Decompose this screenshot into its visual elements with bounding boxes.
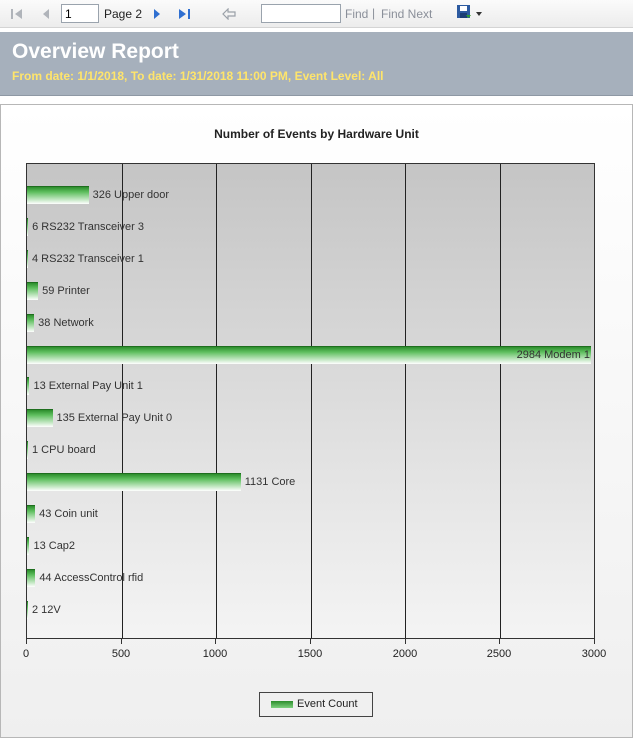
- x-tick-mark: [499, 639, 500, 644]
- report-toolbar: Page 2 Find | Find Next: [0, 0, 633, 28]
- chart-bar: [27, 505, 36, 523]
- find-text-input[interactable]: [261, 4, 341, 23]
- x-tick-label: 3000: [581, 648, 607, 660]
- chart-bar: [27, 441, 28, 460]
- previous-page-icon[interactable]: [38, 6, 54, 22]
- chart-bar: [27, 281, 39, 300]
- chart-plot-area: 326 Upper door 6 RS232 Transceiver 3 4 RS2…: [26, 163, 595, 639]
- bar-data-label: 59 Printer: [42, 284, 90, 297]
- bar-data-label: 13 External Pay Unit 1: [33, 380, 143, 393]
- bar-data-label: 44 AccessControl rfid: [39, 571, 144, 584]
- first-page-icon[interactable]: [9, 6, 25, 22]
- bar-data-label: 326 Upper door: [92, 189, 170, 201]
- page-label: Page 2: [104, 7, 143, 21]
- report-title: Overview Report: [12, 40, 179, 63]
- gridline: [405, 164, 406, 638]
- chart-bar: [27, 186, 89, 204]
- bar-data-label: 2984 Modem 1: [516, 348, 590, 361]
- report-subtitle: From date: 1/1/2018, To date: 1/31/2018 …: [12, 69, 384, 83]
- bar-data-label: 43 Coin unit: [39, 508, 98, 520]
- report-header: Overview Report From date: 1/1/2018, To …: [0, 32, 633, 96]
- x-tick-label: 0: [22, 648, 30, 660]
- back-to-parent-icon[interactable]: [221, 6, 237, 22]
- bar-data-label: 135 External Pay Unit 0: [56, 412, 173, 425]
- gridline: [500, 164, 501, 638]
- bar-data-label: 1 CPU board: [32, 444, 96, 457]
- chart-bar: [27, 568, 36, 587]
- gridline: [311, 164, 312, 638]
- x-tick-mark: [26, 639, 27, 644]
- bar-data-label: 2 12V: [32, 603, 61, 616]
- chart-bar: [27, 345, 591, 364]
- chart-bar: [27, 536, 30, 555]
- chart-legend: Event Count: [259, 692, 373, 717]
- export-save-icon[interactable]: [456, 4, 472, 20]
- x-tick-mark: [310, 639, 311, 644]
- x-tick-label: 1500: [297, 648, 323, 660]
- bar-data-label: 6 RS232 Transceiver 3: [32, 220, 145, 233]
- chart-bar: [27, 249, 28, 268]
- chart-title: Number of Events by Hardware Unit: [214, 127, 419, 141]
- chart-bar: [27, 600, 28, 619]
- x-tick-mark: [405, 639, 406, 644]
- find-separator: |: [372, 6, 376, 20]
- last-page-icon[interactable]: [176, 6, 192, 22]
- page-number-input[interactable]: [61, 4, 99, 23]
- bar-data-label: 38 Network: [38, 316, 94, 329]
- next-page-icon[interactable]: [149, 6, 165, 22]
- gridline: [122, 164, 123, 638]
- x-tick-label: 2000: [392, 648, 418, 660]
- legend-swatch: [271, 701, 293, 708]
- chart-bar: [27, 217, 29, 236]
- x-tick-mark: [121, 639, 122, 644]
- chart-bar: [27, 313, 35, 332]
- bar-data-label: 4 RS232 Transceiver 1: [32, 252, 144, 265]
- x-tick-mark: [215, 639, 216, 644]
- x-tick-mark: [594, 639, 595, 644]
- x-tick-label: 500: [111, 648, 131, 660]
- legend-label: Event Count: [297, 698, 358, 710]
- bar-data-label: 13 Cap2: [33, 539, 76, 552]
- find-next-link[interactable]: Find Next: [381, 7, 433, 21]
- find-link[interactable]: Find: [345, 7, 369, 21]
- export-dropdown-icon[interactable]: [474, 6, 484, 22]
- gridline: [216, 164, 217, 638]
- bar-data-label: 1131 Core: [244, 476, 296, 489]
- x-tick-label: 2500: [486, 648, 512, 660]
- chart-bar: [27, 409, 53, 428]
- chart-bar: [27, 473, 241, 492]
- chart-bar: [27, 377, 30, 396]
- x-tick-label: 1000: [202, 648, 228, 660]
